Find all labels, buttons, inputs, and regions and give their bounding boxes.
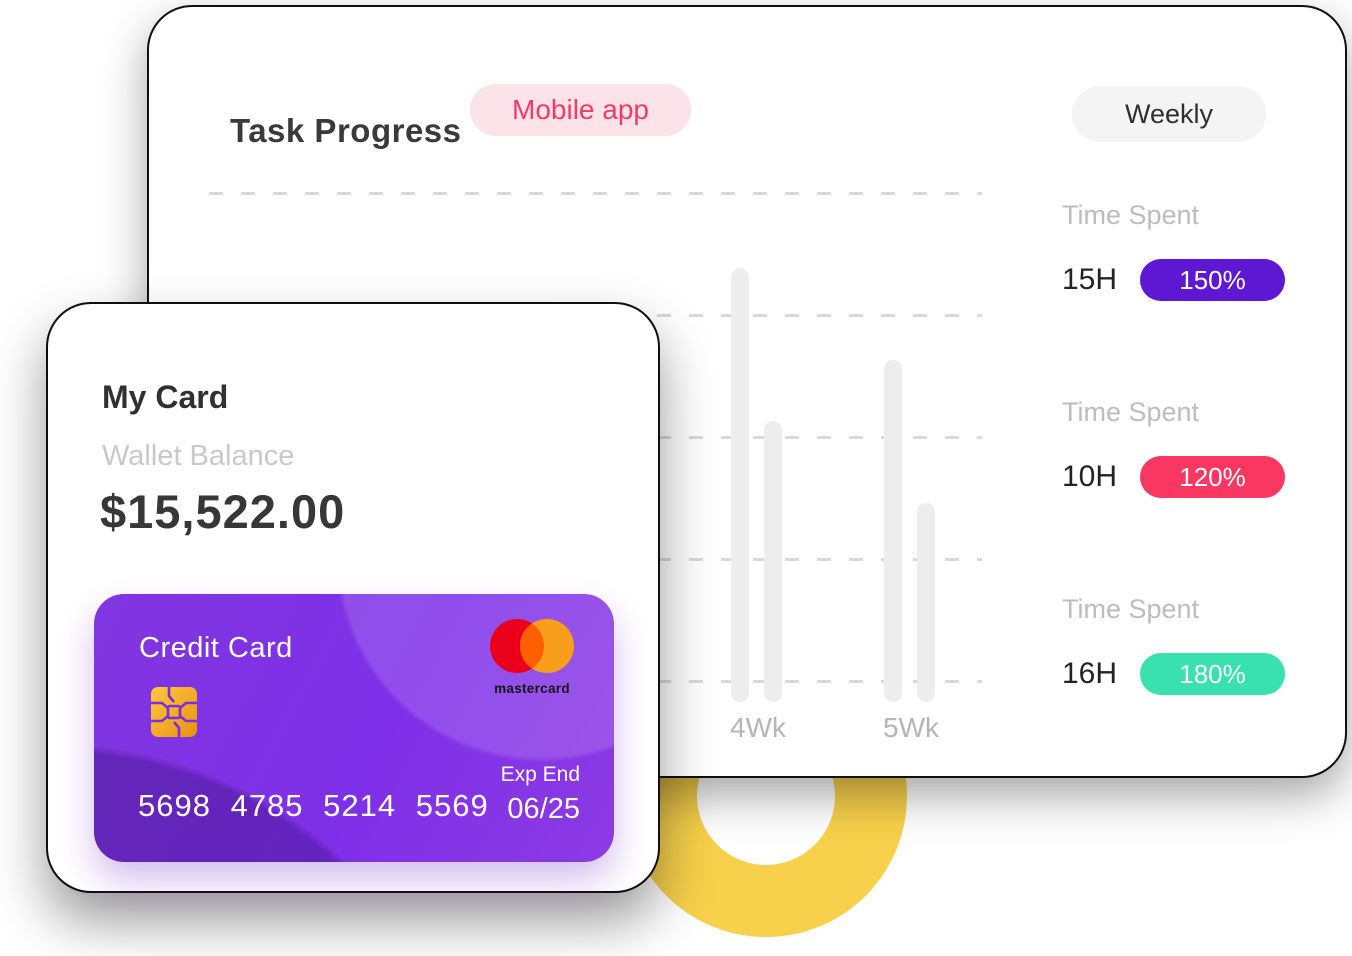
chart-bar [731,268,749,702]
task-progress-header: Task Progress Mobile app Weekly [149,7,1345,167]
x-axis-label: 4Wk [730,712,786,743]
project-badge[interactable]: Mobile app [470,84,691,136]
stat-percent-badge: 120% [1140,456,1285,498]
credit-card-label: Credit Card [139,632,293,664]
stat-hours: 10H [1062,460,1118,493]
stat-hours: 15H [1062,263,1118,296]
card-expiry-value: 06/25 [507,793,580,825]
mastercard-circles-icon [490,619,574,673]
x-axis-label: 5Wk [883,712,939,743]
chart-bar [764,421,782,702]
stat-label: Time Spent [1062,397,1200,427]
chart-bar [884,360,902,702]
stat-label: Time Spent [1062,594,1200,624]
credit-card[interactable]: Credit Card [94,594,614,862]
gridline [209,192,982,195]
stat-percent-badge: 180% [1140,653,1285,695]
card-expiry: Exp End 06/25 [501,763,580,826]
my-card-title: My Card [102,378,229,415]
time-spent-stat: Time Spent 10H 120% [1062,397,1322,498]
period-selector-button[interactable]: Weekly [1072,86,1266,142]
wallet-balance-value: $15,522.00 [100,485,346,538]
time-spent-stat: Time Spent 15H 150% [1062,200,1322,301]
chart-bar [917,503,935,702]
stat-percent-badge: 150% [1140,259,1285,301]
stat-hours: 16H [1062,657,1118,690]
card-expiry-label: Exp End [500,763,580,786]
my-card-panel: My Card Wallet Balance $15,522.00 Credit… [46,302,660,893]
mastercard-brand-text: mastercard [494,681,570,696]
page-title: Task Progress [230,112,462,150]
stat-label: Time Spent [1062,200,1200,230]
card-number: 5698 4785 5214 5569 [138,788,489,823]
wallet-balance-label: Wallet Balance [102,440,295,472]
mastercard-logo: mastercard [486,618,578,696]
card-chip-icon [150,686,198,743]
time-spent-stat: Time Spent 16H 180% [1062,594,1322,695]
